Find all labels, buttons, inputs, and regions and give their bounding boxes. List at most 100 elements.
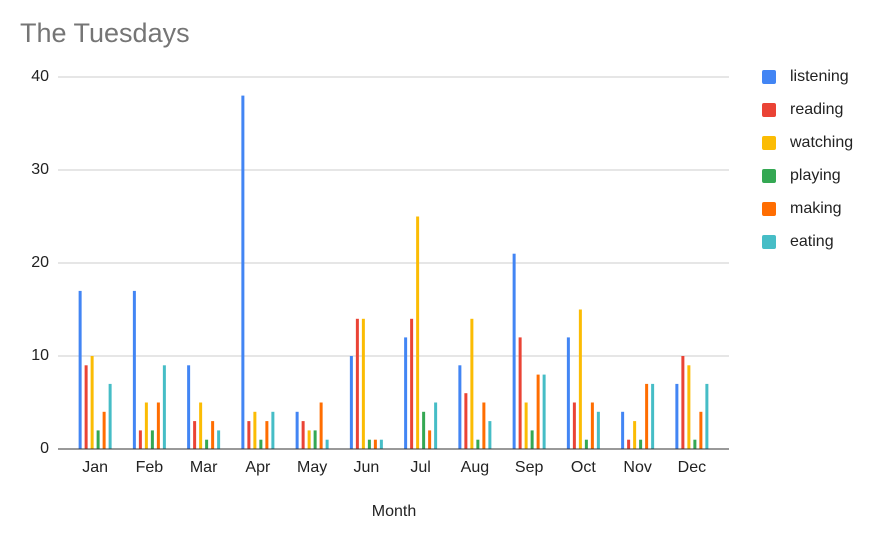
bar [205,439,209,449]
legend-label: making [790,200,842,217]
bar [596,411,600,449]
x-tick-label: Sep [515,459,544,476]
bar [355,318,359,449]
bar [187,365,191,449]
bar [90,356,94,449]
bar [645,383,649,449]
bar [536,374,540,449]
bar [108,383,112,449]
bar [566,337,570,449]
bar [458,365,462,449]
legend-label: reading [790,101,843,118]
bar [524,402,528,449]
bar [482,402,486,449]
bar [470,318,474,449]
bar [150,430,154,449]
bar [699,411,703,449]
bar [247,421,251,449]
legend-swatch [762,235,776,249]
bar [253,411,257,449]
x-tick-label: Jul [410,459,430,476]
bar [488,421,492,449]
bar [271,411,275,449]
x-tick-label: May [297,459,327,476]
bar [681,356,685,449]
bar [211,421,215,449]
bar [373,439,377,449]
bar [193,421,197,449]
bar [217,430,221,449]
y-tick-label: 40 [31,68,49,85]
x-tick-label: Oct [571,459,596,476]
bar [639,439,643,449]
bar [572,402,576,449]
bar [84,365,88,449]
bar [705,383,709,449]
bar [325,439,329,449]
legend-swatch [762,103,776,117]
bar [199,402,203,449]
bar [367,439,371,449]
bar [428,430,432,449]
legend-swatch [762,136,776,150]
legend-swatch [762,70,776,84]
bar [102,411,106,449]
bar [687,365,691,449]
y-tick-label: 0 [40,440,49,457]
bar [464,393,468,449]
bar [651,383,655,449]
x-tick-label: Jun [353,459,379,476]
chart-title: The Tuesdays [20,18,190,48]
legend-label: watching [789,134,853,151]
x-tick-label: Feb [136,459,164,476]
bar [512,253,516,449]
y-tick-label: 20 [31,254,49,271]
bar [162,365,166,449]
bar [675,383,679,449]
bar [132,290,136,449]
bar [349,356,353,449]
legend-label: playing [790,167,841,184]
bar [590,402,594,449]
bar [259,439,263,449]
bar [144,402,148,449]
legend-label: listening [790,68,849,85]
bar [361,318,365,449]
bar [518,337,522,449]
x-tick-label: Dec [678,459,706,476]
y-tick-label: 10 [31,347,49,364]
bar [295,411,299,449]
bar [584,439,588,449]
bar [78,290,82,449]
bar [138,430,142,449]
bar [578,309,582,449]
x-tick-label: Mar [190,459,218,476]
x-axis-label: Month [372,503,416,520]
legend-swatch [762,169,776,183]
x-tick-label: Nov [623,459,651,476]
y-tick-label: 30 [31,161,49,178]
bar [530,430,534,449]
x-tick-label: Apr [245,459,271,476]
bar [633,421,637,449]
x-tick-label: Jan [82,459,108,476]
bar [156,402,160,449]
bar [627,439,631,449]
bar [434,402,438,449]
bar [313,430,317,449]
bar [404,337,408,449]
bar [416,216,420,449]
bar [693,439,697,449]
bar [379,439,383,449]
x-tick-label: Aug [461,459,489,476]
bar [96,430,100,449]
bar [422,411,426,449]
bar [265,421,269,449]
bar [307,430,311,449]
bar [542,374,546,449]
legend-label: eating [790,233,834,250]
bar [301,421,305,449]
bar [476,439,480,449]
